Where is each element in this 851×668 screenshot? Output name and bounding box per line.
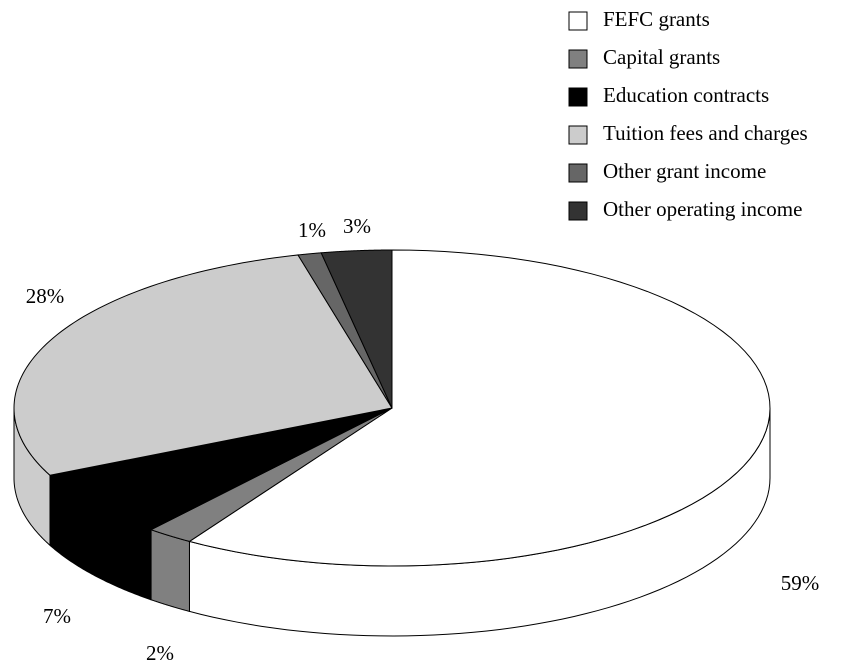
- pie-side: [150, 529, 190, 613]
- legend-label: Capital grants: [603, 45, 720, 69]
- pie-slice: [48, 407, 393, 531]
- value-label: 7%: [43, 604, 71, 628]
- value-label: 3%: [343, 214, 371, 238]
- legend-swatch: [568, 49, 588, 69]
- legend-label: Other operating income: [603, 197, 802, 221]
- pie-slice: [188, 249, 771, 567]
- pie-slice: [320, 249, 393, 409]
- pie-slice: [149, 407, 393, 542]
- pie-slice: [13, 254, 393, 476]
- legend-label: Other grant income: [603, 159, 766, 183]
- legend-swatch: [568, 201, 588, 221]
- value-label: 28%: [26, 284, 65, 308]
- legend-label: Tuition fees and charges: [603, 121, 808, 145]
- value-label: 59%: [781, 571, 820, 595]
- pie-slice: [297, 252, 393, 409]
- value-label: 2%: [146, 641, 174, 665]
- legend-swatch: [568, 125, 588, 145]
- legend-label: FEFC grants: [603, 7, 710, 31]
- legend-swatch: [568, 11, 588, 31]
- value-label: 1%: [298, 218, 326, 242]
- legend-swatch: [568, 163, 588, 183]
- legend-label: Education contracts: [603, 83, 769, 107]
- legend-swatch: [568, 87, 588, 107]
